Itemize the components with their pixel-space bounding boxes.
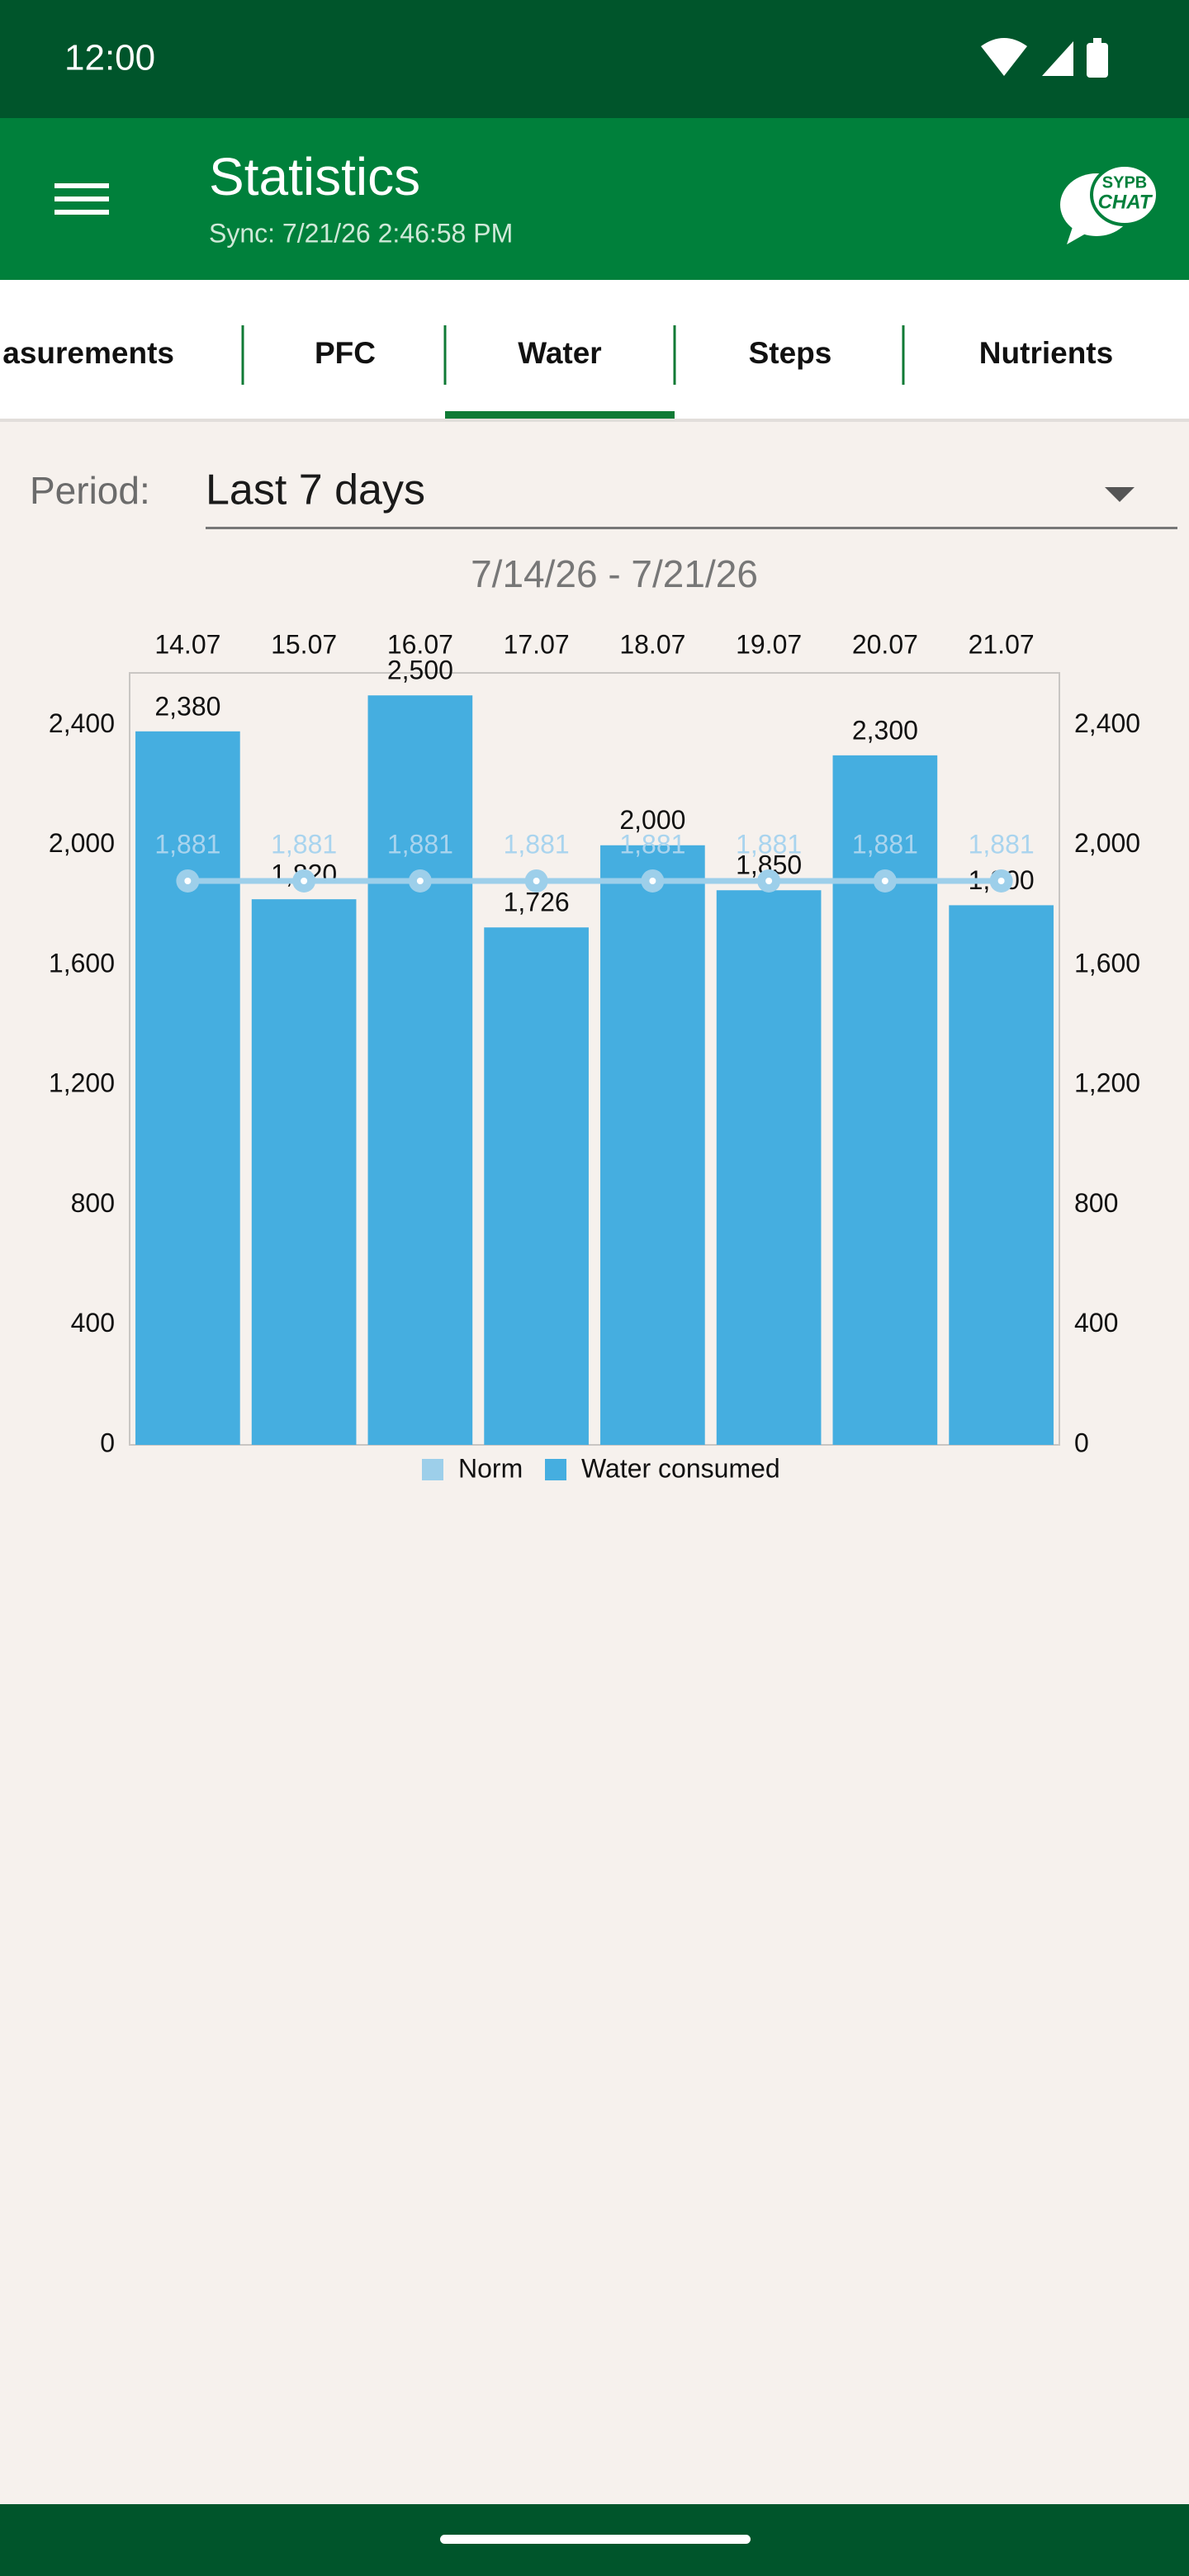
bar <box>251 899 357 1445</box>
bar <box>600 845 705 1445</box>
x-tick-label: 16.07 <box>387 629 453 659</box>
status-bar <box>0 0 1189 118</box>
y-tick-label: 400 <box>71 1308 115 1338</box>
y2-tick-label: 1,200 <box>1074 1068 1140 1098</box>
legend-label: Water consumed <box>581 1453 780 1483</box>
chart-subtitle: 7/14/26 - 7/21/26 <box>471 552 758 595</box>
chart: 0 400 800 1,200 1,600 2,000 2,400 0 400 800 1,200 1… <box>49 629 1140 1483</box>
bar <box>716 890 822 1445</box>
norm-value-label: 1,881 <box>271 829 337 859</box>
chat-badge-text: CHAT <box>1098 191 1153 213</box>
signal-icon <box>1042 41 1073 76</box>
y2-tick-label: 1,600 <box>1074 948 1140 978</box>
bar <box>484 927 589 1445</box>
bar-value-label: 2,300 <box>852 715 918 745</box>
tab-bar-shadow <box>0 419 1189 422</box>
x-tick-label: 14.07 <box>154 629 220 659</box>
legend-swatch <box>545 1459 566 1480</box>
norm-value-label: 1,881 <box>619 829 685 859</box>
norm-point-center <box>997 877 1005 884</box>
y2-tick-label: 400 <box>1074 1308 1118 1338</box>
period-dropdown[interactable]: Last 7 days <box>206 466 1177 529</box>
legend-label: Norm <box>458 1453 523 1483</box>
norm-point-center <box>533 877 540 884</box>
bar-value-label: 2,000 <box>619 805 685 835</box>
norm-value-label: 1,881 <box>387 829 453 859</box>
y2-tick-label: 2,000 <box>1074 828 1140 858</box>
x-tick-label: 17.07 <box>504 629 570 659</box>
dropdown-underline <box>206 527 1177 529</box>
dropdown-arrow <box>1105 487 1135 502</box>
y-tick-label: 2,400 <box>49 708 115 738</box>
norm-value-label: 1,881 <box>504 829 570 859</box>
tab-divider <box>241 325 244 385</box>
menu-line <box>54 210 109 215</box>
menu-button[interactable] <box>54 183 109 215</box>
norm-point-center <box>881 877 888 884</box>
period-value: Last 7 days <box>206 466 425 514</box>
tab-bar <box>0 280 1189 419</box>
wifi-icon <box>981 38 1027 76</box>
norm-value-label: 1,881 <box>154 829 220 859</box>
x-tick-label: 15.07 <box>271 629 337 659</box>
y-tick-label: 800 <box>71 1188 115 1218</box>
menu-line <box>54 183 109 188</box>
app-bar <box>0 118 1189 280</box>
menu-line <box>54 197 109 201</box>
tab-divider <box>902 325 905 385</box>
home-handle[interactable] <box>440 2535 751 2544</box>
y2-tick-label: 800 <box>1074 1188 1118 1218</box>
tabs: asurements PFC Water Steps Nutrients <box>2 325 1113 419</box>
legend: Norm Water consumed <box>422 1453 780 1483</box>
sync-status: Sync: 7/21/26 2:46:58 PM <box>209 218 513 248</box>
chat-bubble-front <box>1090 163 1159 226</box>
status-time: 12:00 <box>64 38 155 78</box>
bar <box>367 695 473 1445</box>
battery-icon <box>1087 43 1108 78</box>
x-tick-label: 20.07 <box>852 629 918 659</box>
battery-tip <box>1093 38 1101 45</box>
period-label: Period: <box>30 469 150 512</box>
norm-point-center <box>184 877 192 884</box>
chat-badge-text: SYPB <box>1102 173 1147 192</box>
tab-label[interactable]: asurements <box>2 336 174 370</box>
x-tick-label: 19.07 <box>736 629 802 659</box>
norm-value-label: 1,881 <box>852 829 918 859</box>
y2-tick-label: 0 <box>1074 1428 1089 1457</box>
bar <box>949 905 1054 1445</box>
x-tick-label: 21.07 <box>969 629 1035 659</box>
tab-label[interactable]: Nutrients <box>979 336 1113 370</box>
chat-button[interactable]: SYPB CHAT <box>1060 163 1159 244</box>
bar <box>135 731 240 1445</box>
y-tick-label: 1,600 <box>49 948 115 978</box>
tab-label[interactable]: Water <box>518 336 601 370</box>
norm-point-center <box>649 877 656 884</box>
app-title: Statistics <box>209 147 420 206</box>
tab-divider <box>673 325 676 385</box>
norm-point-center <box>416 877 424 884</box>
chat-tail <box>1067 225 1090 244</box>
tab-label[interactable]: PFC <box>315 336 376 370</box>
plot-frame <box>129 672 1060 1446</box>
x-tick-label: 18.07 <box>619 629 685 659</box>
tab-label[interactable]: Steps <box>749 336 832 370</box>
norm-point-center <box>765 877 773 884</box>
legend-swatch <box>422 1459 443 1480</box>
y-tick-label: 1,200 <box>49 1068 115 1098</box>
y-tick-label: 2,000 <box>49 828 115 858</box>
tab-divider <box>443 325 447 385</box>
norm-point-center <box>301 877 308 884</box>
bar-value-label: 2,380 <box>154 691 220 721</box>
tab-indicator <box>445 411 675 419</box>
y2-tick-label: 2,400 <box>1074 708 1140 738</box>
y-tick-label: 0 <box>100 1428 115 1457</box>
bar-value-label: 2,500 <box>387 656 453 685</box>
norm-value-label: 1,881 <box>969 829 1035 859</box>
norm-value-label: 1,881 <box>736 829 802 859</box>
